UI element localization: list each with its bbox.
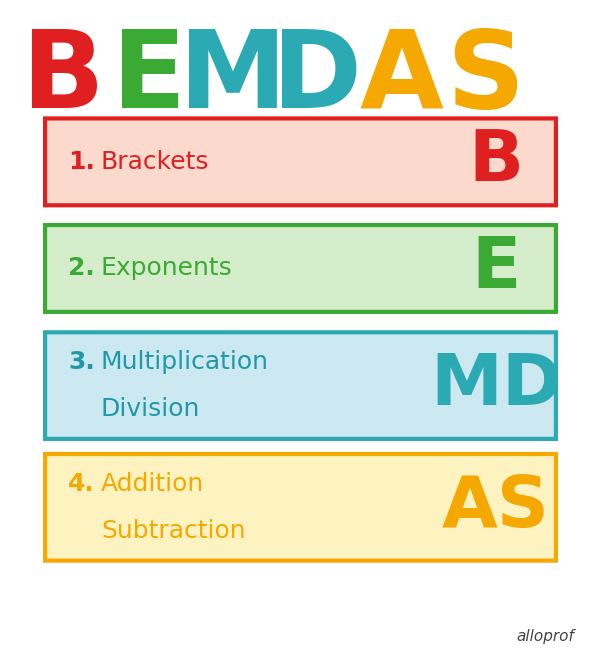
Text: Brackets: Brackets	[101, 150, 210, 174]
Text: A: A	[359, 24, 444, 131]
Text: B: B	[22, 24, 105, 131]
Text: Subtraction: Subtraction	[101, 519, 246, 543]
Text: MD: MD	[430, 351, 562, 420]
Text: alloprof: alloprof	[516, 628, 574, 644]
FancyBboxPatch shape	[45, 332, 556, 439]
Text: Division: Division	[101, 397, 200, 421]
FancyBboxPatch shape	[45, 118, 556, 205]
Text: Addition: Addition	[101, 472, 204, 496]
Text: AS: AS	[442, 473, 550, 542]
Text: 4.: 4.	[68, 472, 95, 496]
Text: Multiplication: Multiplication	[101, 350, 269, 374]
Text: S: S	[447, 24, 525, 131]
Text: B: B	[468, 128, 523, 196]
FancyBboxPatch shape	[45, 454, 556, 561]
Text: 1.: 1.	[68, 150, 95, 174]
Text: 3.: 3.	[68, 350, 95, 374]
Text: Exponents: Exponents	[101, 257, 233, 280]
Text: D: D	[272, 24, 362, 131]
FancyBboxPatch shape	[45, 225, 556, 312]
Text: M: M	[179, 24, 287, 131]
Text: E: E	[112, 24, 186, 131]
Text: 2.: 2.	[68, 257, 95, 280]
Text: E: E	[471, 234, 520, 303]
